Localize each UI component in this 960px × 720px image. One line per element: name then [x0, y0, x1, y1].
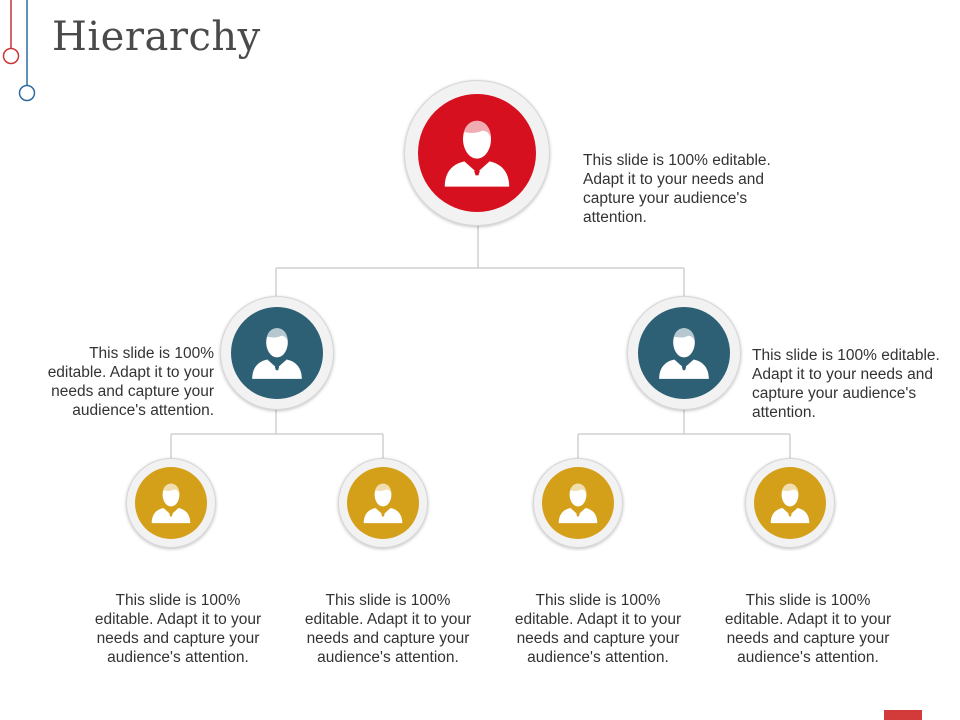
- decorative-pins: [2, 0, 36, 102]
- node-bottom-2: [338, 458, 428, 548]
- page-title: Hierarchy: [52, 14, 261, 60]
- node-bottom-1: [126, 458, 216, 548]
- node-bottom-3-text: This slide is 100% editable. Adapt it to…: [514, 592, 682, 666]
- node-mid-right: [627, 296, 741, 410]
- node-bottom-4: [745, 458, 835, 548]
- node-bottom-4-text: This slide is 100% editable. Adapt it to…: [724, 592, 892, 666]
- person-icon: [151, 483, 191, 524]
- person-icon: [444, 120, 510, 187]
- person-icon: [770, 483, 810, 524]
- node-mid-left-text: This slide is 100% editable. Adapt it to…: [47, 345, 214, 419]
- corner-accent: [884, 710, 922, 720]
- node-mid-left: [220, 296, 334, 410]
- person-icon: [252, 328, 302, 379]
- node-bottom-2-text: This slide is 100% editable. Adapt it to…: [304, 592, 472, 666]
- person-icon: [363, 483, 403, 524]
- node-bottom-3: [533, 458, 623, 548]
- person-icon: [659, 328, 709, 379]
- node-top-text: This slide is 100% editable. Adapt it to…: [583, 152, 771, 226]
- person-icon: [558, 483, 598, 524]
- node-mid-right-text: This slide is 100% editable. Adapt it to…: [752, 347, 940, 421]
- node-bottom-1-text: This slide is 100% editable. Adapt it to…: [94, 592, 262, 666]
- node-top: [404, 80, 550, 226]
